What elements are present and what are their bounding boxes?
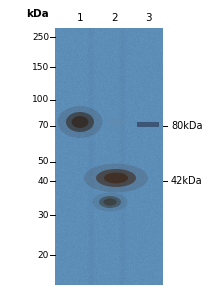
- Text: 250: 250: [32, 32, 49, 41]
- Text: 100: 100: [32, 95, 49, 104]
- Text: 42kDa: 42kDa: [171, 176, 203, 186]
- Text: 30: 30: [37, 211, 49, 220]
- Ellipse shape: [84, 164, 148, 192]
- Text: 3: 3: [145, 13, 151, 23]
- Text: 20: 20: [38, 250, 49, 260]
- Ellipse shape: [106, 117, 126, 127]
- Ellipse shape: [103, 198, 117, 206]
- Bar: [137, 122, 159, 127]
- Text: kDa: kDa: [26, 9, 49, 19]
- Ellipse shape: [72, 116, 88, 128]
- Ellipse shape: [58, 106, 102, 138]
- Ellipse shape: [99, 196, 121, 208]
- Ellipse shape: [111, 119, 121, 124]
- Text: 40: 40: [38, 176, 49, 185]
- Text: 50: 50: [37, 158, 49, 166]
- Ellipse shape: [66, 112, 94, 132]
- Text: 2: 2: [112, 13, 118, 23]
- Text: 70: 70: [37, 122, 49, 130]
- Ellipse shape: [109, 118, 124, 126]
- Text: 1: 1: [77, 13, 83, 23]
- Ellipse shape: [96, 169, 136, 187]
- Text: 150: 150: [32, 62, 49, 71]
- Ellipse shape: [104, 172, 128, 183]
- Text: 80kDa: 80kDa: [171, 121, 203, 131]
- Ellipse shape: [92, 192, 128, 212]
